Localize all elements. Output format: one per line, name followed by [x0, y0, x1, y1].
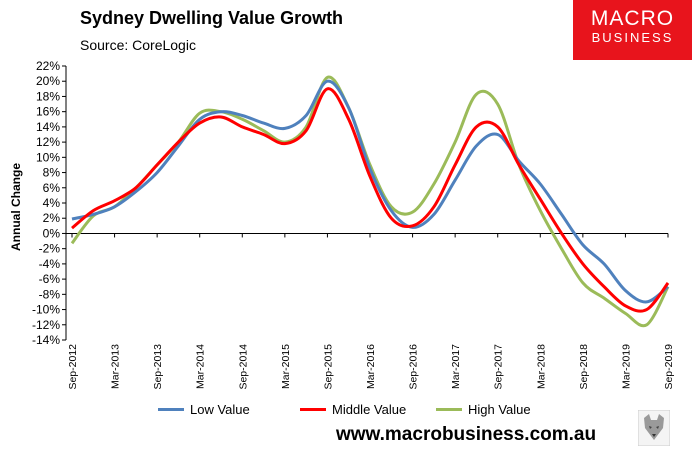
x-tick-label: Sep-2015: [322, 344, 334, 390]
x-tick-label: Mar-2017: [450, 344, 462, 389]
x-tick-label: Sep-2019: [663, 344, 675, 390]
x-tick-label: Mar-2014: [195, 344, 207, 389]
x-tick-label: Sep-2017: [493, 344, 505, 390]
y-tick-label: 18%: [36, 89, 60, 103]
y-tick-label: 2%: [43, 211, 61, 225]
legend-label: High Value: [468, 402, 531, 417]
y-tick-label: 4%: [43, 196, 61, 210]
legend-label: Low Value: [190, 402, 250, 417]
chart-source: Source: CoreLogic: [80, 37, 196, 53]
y-tick-label: 12%: [36, 135, 60, 149]
x-tick-label: Mar-2015: [280, 344, 292, 389]
x-tick-label: Sep-2012: [67, 344, 79, 390]
y-tick-label: -4%: [39, 257, 61, 271]
series-line-low-value: [71, 79, 669, 304]
y-tick-label: -12%: [32, 318, 60, 332]
x-tick-label: Mar-2016: [365, 344, 377, 389]
x-tick-label: Mar-2018: [535, 344, 547, 389]
chart-legend: Low Value Middle Value High Value: [0, 402, 692, 420]
x-tick-label: Sep-2018: [578, 344, 590, 390]
x-tick-label: Sep-2016: [408, 344, 420, 390]
series-line-high-value: [70, 75, 670, 328]
website-url: www.macrobusiness.com.au: [336, 424, 597, 445]
x-tick-label: Sep-2013: [152, 344, 164, 390]
y-tick-label: 16%: [36, 105, 60, 119]
y-tick-label: -2%: [39, 242, 61, 256]
y-tick-label: -14%: [32, 333, 60, 347]
x-tick-label: Mar-2013: [110, 344, 122, 389]
y-tick-label: 14%: [36, 120, 60, 134]
wolf-logo-icon: [638, 410, 670, 446]
y-tick-label: 20%: [36, 74, 60, 88]
y-tick-label: -6%: [39, 272, 61, 286]
y-tick-label: 10%: [36, 150, 60, 164]
y-tick-label: 6%: [43, 181, 61, 195]
logo-line-1: MACRO: [590, 7, 675, 30]
legend-swatch: [436, 408, 462, 411]
logo-line-2: BUSINESS: [591, 30, 674, 45]
y-tick-label: -8%: [39, 287, 61, 301]
legend-label: Middle Value: [332, 402, 407, 417]
x-tick-label: Mar-2019: [620, 344, 632, 389]
legend-swatch: [158, 408, 184, 411]
legend-item-low-value: Low Value: [158, 402, 250, 417]
legend-item-middle-value: Middle Value: [300, 402, 406, 417]
y-tick-label: 22%: [36, 59, 60, 73]
series-line-middle-value: [71, 87, 670, 313]
y-tick-label: 8%: [43, 166, 61, 180]
legend-item-high-value: High Value: [436, 402, 531, 417]
chart-title: Sydney Dwelling Value Growth: [80, 8, 344, 28]
legend-swatch: [300, 408, 326, 411]
x-tick-label: Sep-2014: [237, 344, 249, 390]
macrobusiness-logo: MACRO BUSINESS: [573, 0, 692, 60]
y-tick-label: 0%: [43, 226, 61, 240]
y-axis-label: Annual Change: [9, 163, 23, 251]
y-tick-label: -10%: [32, 303, 60, 317]
